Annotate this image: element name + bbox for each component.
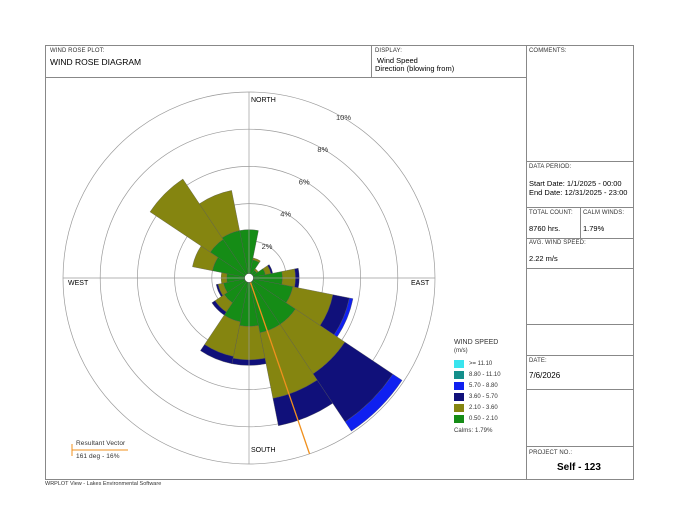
legend-swatch [454,415,464,423]
date-value: 7/6/2026 [529,371,561,380]
start-date: Start Date: 1/1/2025 - 00:00 [529,179,622,188]
ring-label-10: 10% [336,113,351,122]
legend-label: 5.70 - 8.80 [469,383,498,389]
data-period-label: DATA PERIOD: [529,164,572,170]
legend-swatch [454,404,464,412]
divider-blank-3 [526,389,634,390]
label-east: EAST [411,280,430,287]
sector-315-class-1 [149,178,224,253]
legend-swatch [454,371,464,379]
ring-label-4: 4% [280,210,291,219]
divider-blank-1 [526,268,634,269]
calm-winds-value: 1.79% [583,224,605,233]
resultant-value: 161 deg - 16% [76,453,120,460]
ring-label-2: 2% [262,242,273,251]
sector-247.5-class-2 [215,283,223,297]
resultant-vector [248,277,311,455]
resultant-vector-line [248,277,311,455]
divider-date [526,355,634,356]
right-panel-divider [526,45,527,480]
resultant-label: Resultant Vector [76,440,126,447]
ring-label-6: 6% [299,177,310,186]
ring-labels: 2% 4% 6% 8% 10% [262,113,352,251]
ring-label-8: 8% [317,145,328,154]
center-calm-circle [244,273,254,283]
divider-calm-winds [580,207,581,238]
sectors [149,178,403,432]
plot-label: WIND ROSE PLOT: [50,48,105,54]
calm-winds-label: CALM WINDS: [583,210,625,216]
sector-22.5-class-1 [252,257,261,263]
legend-label: 2.10 - 3.60 [469,405,498,411]
sector-225-class-2 [211,300,227,316]
legend-label: 8.80 - 11.10 [469,372,501,378]
legend-swatch [454,360,464,368]
footer-software: WRPLOT View - Lakes Environmental Softwa… [45,481,162,487]
legend-label: 0.50 - 2.10 [469,416,498,422]
total-count-value: 8760 hrs. [529,224,561,233]
sector-337.5-class-1 [199,190,240,239]
project-value: Self - 123 [557,462,601,473]
divider-project [526,446,634,447]
label-south: SOUTH [251,447,276,454]
divider-data-period [526,161,634,162]
avg-speed-value: 2.22 m/s [529,254,558,263]
display-line1: Wind Speed [377,56,418,65]
display-label: DISPLAY: [375,48,403,54]
plot-frame [45,45,634,480]
legend-calms: Calms: 1.79% [454,428,493,434]
label-west: WEST [68,280,89,287]
date-label: DATE: [529,358,547,364]
sector-157.5-class-2 [272,379,333,426]
sector-135-class-3 [344,373,403,432]
plot-title: WIND ROSE DIAGRAM [50,57,142,67]
legend-swatch [454,382,464,390]
legend-label: 3.60 - 5.70 [469,394,498,400]
header-divider [45,77,526,78]
project-label: PROJECT NO.: [529,450,573,456]
legend-label: >= 11.10 [469,361,493,367]
end-date: End Date: 12/31/2025 - 23:00 [529,188,628,197]
divider-avg-speed [526,238,634,239]
sector-202.5-class-2 [200,344,234,364]
label-north: NORTH [251,97,276,104]
display-line2: Direction (blowing from) [375,64,455,73]
comments-label: COMMENTS: [529,48,567,54]
avg-speed-label: AVG. WIND SPEED: [529,240,586,246]
header-display-divider [371,45,372,77]
total-count-label: TOTAL COUNT: [529,210,573,216]
legend-units: (m/s) [454,348,468,354]
legend-swatch [454,393,464,401]
divider-blank-2 [526,324,634,325]
legend-title: WIND SPEED [454,339,499,346]
